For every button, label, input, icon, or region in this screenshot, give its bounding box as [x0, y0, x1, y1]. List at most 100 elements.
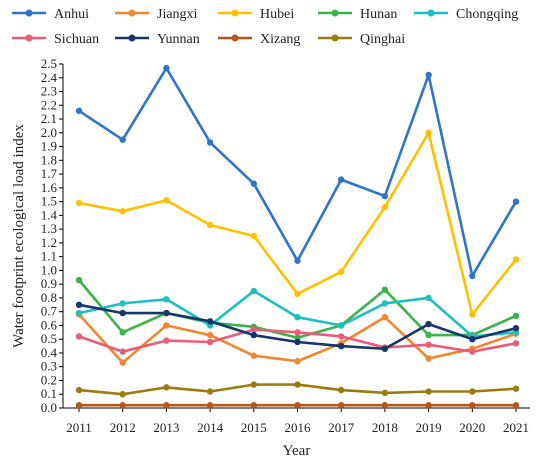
legend-marker-qinghai [331, 34, 339, 42]
data-point-hunan [512, 312, 520, 320]
x-tick-label: 2016 [285, 420, 312, 435]
legend-item-sichuan: Sichuan [12, 32, 99, 47]
series-xizang [75, 402, 520, 409]
x-tick-label: 2021 [503, 420, 529, 435]
data-point-xizang [206, 402, 214, 409]
legend-marker-hunan [331, 9, 339, 17]
x-tick-label: 2019 [416, 420, 442, 435]
data-point-yunnan [338, 342, 345, 350]
data-point-yunnan [294, 338, 301, 346]
data-point-hubei [469, 311, 476, 318]
data-point-jiangxi [206, 331, 214, 339]
y-tick-label: 2.2 [41, 97, 57, 112]
data-point-qinghai [119, 391, 126, 398]
legend-marker-sichuan [25, 34, 33, 42]
data-point-hunan [381, 286, 389, 293]
legend-marker-xizang [231, 34, 239, 42]
legend-label-yunnan: Yunnan [157, 32, 200, 47]
x-tick-label: 2020 [459, 420, 485, 435]
data-point-sichuan [75, 333, 83, 340]
chart-legend: Anhui Jiangxi Hubei Hunan Chongqing Sichuan Yu… [12, 7, 518, 47]
data-point-yunnan [75, 301, 83, 308]
data-point-chongqing [250, 287, 257, 295]
series-qinghai [75, 381, 520, 398]
data-point-qinghai [425, 388, 432, 395]
data-point-sichuan [512, 340, 520, 347]
data-point-anhui [119, 136, 126, 143]
y-tick-label: 1.0 [41, 262, 57, 277]
x-tick-label: 2013 [153, 420, 179, 435]
legend-item-anhui: Anhui [12, 7, 89, 22]
data-point-jiangxi [425, 355, 432, 362]
data-point-xizang [512, 402, 520, 409]
data-point-hubei [381, 203, 389, 211]
y-tick-label: 0.2 [41, 372, 57, 387]
data-point-anhui [512, 198, 520, 205]
y-tick-label: 1.4 [41, 207, 58, 222]
y-tick-label: 0.0 [41, 400, 57, 415]
y-tick-label: 1.8 [41, 152, 57, 167]
y-tick-label: 0.3 [41, 359, 57, 374]
data-point-chongqing [338, 322, 345, 329]
legend-item-xizang: Xizang [218, 32, 300, 47]
legend-marker-anhui [25, 9, 33, 17]
legend-item-hunan: Hunan [318, 7, 397, 22]
x-axis-title: Year [283, 443, 311, 459]
data-point-qinghai [294, 381, 301, 388]
y-tick-label: 0.9 [41, 276, 57, 291]
data-point-qinghai [75, 386, 83, 394]
series-line-anhui [77, 66, 518, 278]
data-point-chongqing [294, 313, 301, 321]
legend-item-jiangxi: Jiangxi [115, 7, 198, 22]
data-point-sichuan [163, 337, 170, 344]
data-point-sichuan [425, 341, 432, 348]
data-point-hubei [512, 256, 520, 263]
legend-label-qinghai: Qinghai [360, 32, 405, 47]
data-point-hubei [294, 290, 301, 297]
data-point-anhui [425, 71, 432, 79]
x-tick-label: 2018 [372, 420, 398, 435]
data-point-anhui [469, 272, 476, 280]
data-point-hunan [425, 331, 432, 339]
y-axis-title: Water footprint ecological load index [11, 124, 27, 348]
y-tick-label: 1.7 [41, 166, 58, 181]
data-point-yunnan [206, 318, 214, 325]
legend-label-jiangxi: Jiangxi [157, 7, 198, 22]
x-axis-ticks: 2011 2012 2013 2014 2015 2016 2017 2018 2019 2020… [66, 408, 529, 435]
data-point-jiangxi [381, 313, 389, 321]
data-point-hubei [250, 232, 257, 240]
data-point-sichuan [338, 333, 345, 340]
data-point-hubei [338, 268, 345, 275]
data-point-yunnan [119, 309, 126, 317]
data-point-sichuan [119, 348, 126, 355]
data-point-anhui [206, 139, 214, 146]
data-point-xizang [381, 402, 389, 409]
data-point-xizang [469, 402, 476, 409]
legend-marker-jiangxi [128, 9, 136, 17]
legend-item-chongqing: Chongqing [414, 7, 518, 22]
data-point-chongqing [425, 294, 432, 302]
data-point-qinghai [163, 384, 170, 391]
legend-marker-yunnan [128, 34, 136, 42]
x-tick-label: 2015 [241, 420, 267, 435]
data-point-xizang [425, 402, 432, 409]
y-tick-label: 1.3 [41, 221, 57, 236]
legend-label-anhui: Anhui [54, 7, 89, 22]
y-tick-label: 1.5 [41, 194, 57, 209]
data-point-xizang [119, 402, 126, 409]
legend-label-chongqing: Chongqing [456, 7, 518, 22]
data-point-qinghai [469, 388, 476, 395]
data-point-xizang [338, 402, 345, 409]
data-point-jiangxi [294, 358, 301, 365]
data-point-hubei [163, 197, 170, 204]
legend-item-yunnan: Yunnan [115, 32, 200, 47]
y-tick-label: 0.4 [41, 345, 58, 360]
data-point-xizang [294, 402, 301, 409]
legend-item-qinghai: Qinghai [318, 32, 405, 47]
data-point-sichuan [250, 326, 257, 333]
data-point-xizang [75, 402, 83, 409]
x-tick-label: 2017 [328, 420, 355, 435]
legend-marker-hubei [231, 9, 239, 17]
data-point-yunnan [512, 324, 520, 332]
data-point-chongqing [75, 309, 83, 317]
